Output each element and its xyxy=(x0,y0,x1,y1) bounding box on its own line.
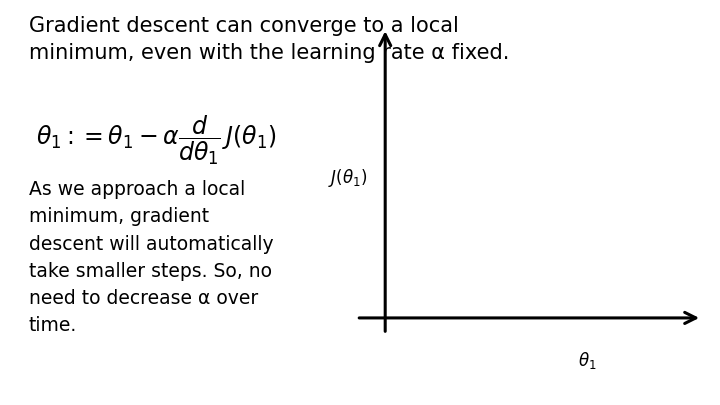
Text: Gradient descent can converge to a local
minimum, even with the learning rate α : Gradient descent can converge to a local… xyxy=(29,16,509,64)
Text: $\theta_1$: $\theta_1$ xyxy=(577,350,596,371)
Text: As we approach a local
minimum, gradient
descent will automatically
take smaller: As we approach a local minimum, gradient… xyxy=(29,180,274,335)
Text: $\theta_1 := \theta_1 - \alpha\dfrac{d}{d\theta_1}\,J(\theta_1)$: $\theta_1 := \theta_1 - \alpha\dfrac{d}{… xyxy=(36,113,276,167)
Text: $J(\theta_1)$: $J(\theta_1)$ xyxy=(328,167,367,189)
